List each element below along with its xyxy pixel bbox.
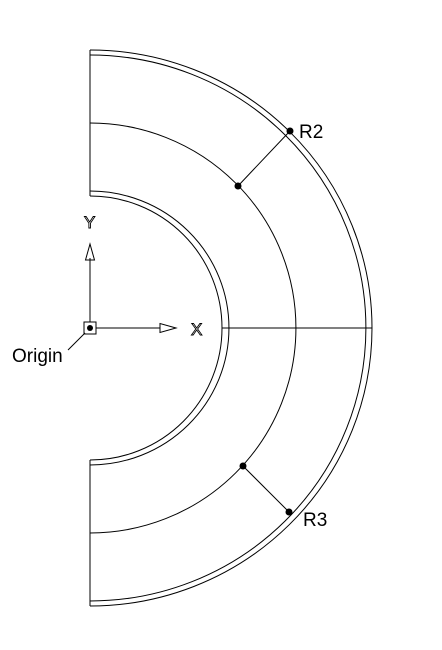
x-axis-arrow-icon — [159, 322, 178, 334]
r2-label: R2 — [299, 122, 323, 143]
r3-label: R3 — [303, 510, 327, 531]
origin-leader-line — [67, 332, 86, 351]
y-axis-label: Y — [84, 213, 95, 232]
x-axis-label: X — [191, 320, 202, 339]
y-axis-arrow-icon — [84, 242, 96, 261]
r3-start-point — [239, 462, 247, 470]
r3-end-point — [285, 508, 293, 516]
r2-end-point — [286, 127, 294, 135]
origin-box-icon — [83, 321, 97, 335]
r3-dimension-line — [242, 465, 290, 513]
origin-label: Origin — [12, 346, 63, 367]
r2-start-point — [234, 182, 242, 190]
r2-dimension-line — [237, 130, 291, 187]
origin-point — [87, 325, 93, 331]
